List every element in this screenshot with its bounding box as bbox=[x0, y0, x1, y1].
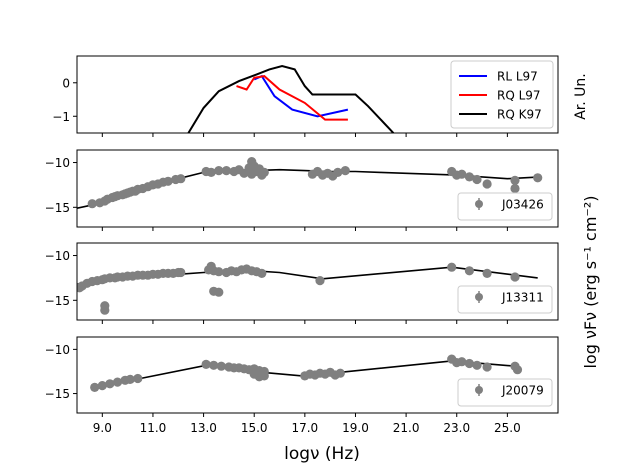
legend-label-J03426: J03426 bbox=[501, 198, 544, 212]
y-axis-label-template: Ar. Un. bbox=[573, 73, 589, 120]
data-point-J20079 bbox=[105, 379, 115, 389]
data-point-J20079 bbox=[512, 365, 523, 375]
data-point-J20079 bbox=[201, 359, 211, 369]
legend-J03426: J03426 bbox=[457, 192, 553, 221]
x-tick-label: 21.0 bbox=[393, 421, 420, 435]
panel-frame-template bbox=[76, 55, 559, 134]
data-point-J20079 bbox=[457, 357, 467, 367]
data-point-J13311 bbox=[482, 268, 492, 278]
legend-J13311: J13311 bbox=[457, 285, 553, 314]
data-point-J13311 bbox=[206, 261, 216, 271]
panel-template: 0 −1 RL L97 RQ L97 RQ K97 Ar. Un. bbox=[52, 55, 589, 137]
x-axis-label: logν (Hz) bbox=[284, 444, 360, 464]
data-point-J20079 bbox=[259, 371, 269, 381]
data-point-J03426 bbox=[163, 176, 173, 186]
data-point-J03426 bbox=[221, 166, 231, 176]
data-point-J03426 bbox=[510, 175, 520, 185]
panel-J20079: −10 −15 J20079 bbox=[45, 336, 559, 417]
legend-J20079: J20079 bbox=[457, 378, 553, 407]
panel-frame-J20079 bbox=[76, 336, 559, 414]
panel-J13311: −10 −15 J13311 bbox=[45, 242, 559, 324]
data-point-J20079 bbox=[472, 360, 482, 370]
legend-box bbox=[450, 60, 554, 129]
x-tick-label: 11.0 bbox=[140, 421, 167, 435]
data-point-J20079 bbox=[335, 368, 345, 378]
series-line-rq-l97 bbox=[236, 75, 348, 121]
x-tick-label: 15.0 bbox=[241, 421, 268, 435]
legend-label-rl-l97: RL L97 bbox=[497, 70, 538, 84]
y-tick-label-template: 0 bbox=[62, 76, 70, 90]
data-point-J20079 bbox=[464, 358, 474, 369]
x-tick-label: 19.0 bbox=[342, 421, 369, 435]
data-point-J13311 bbox=[214, 267, 224, 277]
legend-template: RL L97 RQ L97 RQ K97 bbox=[450, 60, 554, 129]
data-point-J03426 bbox=[87, 199, 97, 209]
y-tick-label-J13311: −10 bbox=[45, 249, 70, 263]
legend-label-rq-k97: RQ K97 bbox=[497, 108, 542, 122]
data-point-J03426 bbox=[214, 166, 224, 176]
data-point-J20079 bbox=[216, 361, 226, 371]
x-tick-label: 13.0 bbox=[190, 421, 217, 435]
y-tick-label-J20079: −15 bbox=[45, 387, 70, 401]
panel-frame-J03426 bbox=[76, 149, 559, 228]
legend-box-J13311 bbox=[457, 285, 553, 314]
plot-area-J03426 bbox=[77, 157, 543, 209]
data-point-J13311 bbox=[257, 268, 267, 278]
y-tick-label-J20079: −10 bbox=[45, 343, 70, 357]
y-tick-label-J13311: −15 bbox=[45, 294, 70, 308]
data-point-J20079 bbox=[133, 373, 143, 384]
data-point-J03426 bbox=[472, 174, 482, 185]
data-point-J13311 bbox=[315, 276, 325, 286]
legend-marker-J20079 bbox=[475, 386, 483, 394]
y-tick-label-J03426: −10 bbox=[45, 156, 70, 170]
data-point-J03426 bbox=[249, 161, 259, 171]
data-point-J13311 bbox=[214, 287, 224, 297]
legend-box-J03426 bbox=[457, 192, 553, 221]
data-point-J03426 bbox=[510, 183, 520, 194]
plot-area-J13311 bbox=[77, 261, 538, 315]
data-point-J03426 bbox=[206, 167, 216, 177]
data-point-J13311 bbox=[176, 267, 186, 278]
data-point-J20079 bbox=[90, 382, 100, 392]
data-point-J03426 bbox=[464, 172, 474, 182]
data-point-J20079 bbox=[209, 360, 219, 370]
model-line-J20079 bbox=[94, 360, 516, 390]
data-point-J13311 bbox=[464, 266, 474, 276]
panel-J03426: −10 −15 J03426 bbox=[45, 149, 559, 231]
plot-area-J20079 bbox=[90, 354, 523, 392]
data-point-J20079 bbox=[97, 381, 107, 391]
x-tick-label: 9.0 bbox=[93, 421, 112, 435]
data-point-J03426 bbox=[457, 169, 467, 179]
plot-area-template bbox=[187, 64, 395, 133]
panel-frame-J13311 bbox=[76, 242, 559, 321]
legend-label-J20079: J20079 bbox=[501, 384, 544, 398]
y-tick-label-template: −1 bbox=[52, 110, 70, 124]
data-point-J03426 bbox=[482, 179, 492, 189]
data-point-J13311 bbox=[510, 272, 520, 282]
legend-marker-J03426 bbox=[475, 200, 483, 208]
data-point-J03426 bbox=[176, 174, 186, 184]
data-point-J03426 bbox=[533, 173, 543, 183]
legend-label-rq-l97: RQ L97 bbox=[497, 89, 541, 103]
data-point-J13311 bbox=[100, 305, 110, 315]
legend-box-J20079 bbox=[457, 378, 553, 407]
data-point-J03426 bbox=[259, 167, 269, 177]
y-axis-label-flux: log νFν (erg s⁻¹ cm⁻²) bbox=[581, 195, 600, 368]
data-point-J20079 bbox=[112, 377, 123, 387]
data-point-J13311 bbox=[447, 262, 457, 272]
legend-marker-J13311 bbox=[475, 293, 483, 301]
x-tick-label: 25.0 bbox=[494, 421, 521, 435]
y-tick-label-J03426: −15 bbox=[45, 201, 70, 215]
data-point-J20079 bbox=[125, 374, 135, 384]
data-point-J20079 bbox=[482, 362, 492, 372]
data-point-J03426 bbox=[340, 166, 350, 176]
series-line-rq-k97 bbox=[187, 64, 395, 133]
data-point-J03426 bbox=[333, 167, 343, 177]
x-tick-label: 23.0 bbox=[443, 421, 470, 435]
series-line-rl-l97 bbox=[253, 74, 349, 118]
legend-label-J13311: J13311 bbox=[501, 291, 544, 305]
x-tick-label: 17.0 bbox=[291, 421, 318, 435]
